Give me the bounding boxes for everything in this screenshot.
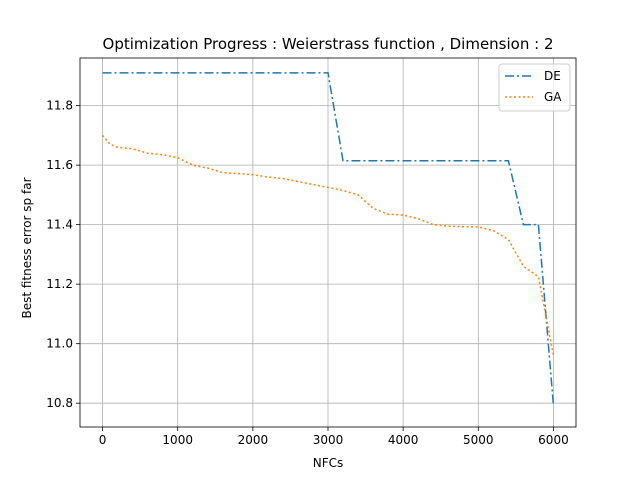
y-tick-label: 10.8 bbox=[46, 396, 73, 410]
x-tick-label: 1000 bbox=[162, 433, 193, 447]
y-tick-label: 11.4 bbox=[46, 218, 73, 232]
x-tick-label: 0 bbox=[99, 433, 107, 447]
y-tick-label: 11.0 bbox=[46, 337, 73, 351]
legend-box bbox=[498, 63, 571, 112]
y-axis: 10.8 11.0 11.2 11.4 11.6 11.8 bbox=[46, 99, 80, 410]
x-tick-label: 3000 bbox=[313, 433, 344, 447]
x-tick-label: 5000 bbox=[463, 433, 494, 447]
x-tick-label: 6000 bbox=[538, 433, 569, 447]
legend-label-ga: GA bbox=[544, 90, 562, 104]
x-axis-title: NFCs bbox=[313, 456, 344, 470]
grid-lines bbox=[80, 58, 576, 427]
x-tick-label: 2000 bbox=[238, 433, 269, 447]
y-axis-title: Best fitness error sp far bbox=[20, 177, 34, 318]
series-line-de bbox=[102, 72, 555, 407]
y-tick-label: 11.8 bbox=[46, 99, 73, 113]
y-tick-label: 11.2 bbox=[46, 277, 73, 291]
legend-label-de: DE bbox=[544, 69, 561, 83]
y-tick-label: 11.6 bbox=[46, 158, 73, 172]
legend: DE GA bbox=[498, 63, 571, 112]
series-group bbox=[101, 72, 555, 407]
x-tick-label: 4000 bbox=[388, 433, 419, 447]
series-line-ga bbox=[101, 134, 555, 356]
x-axis: 0 1000 2000 3000 4000 5000 6000 bbox=[99, 427, 569, 447]
chart-title: Optimization Progress : Weierstrass func… bbox=[103, 35, 554, 53]
